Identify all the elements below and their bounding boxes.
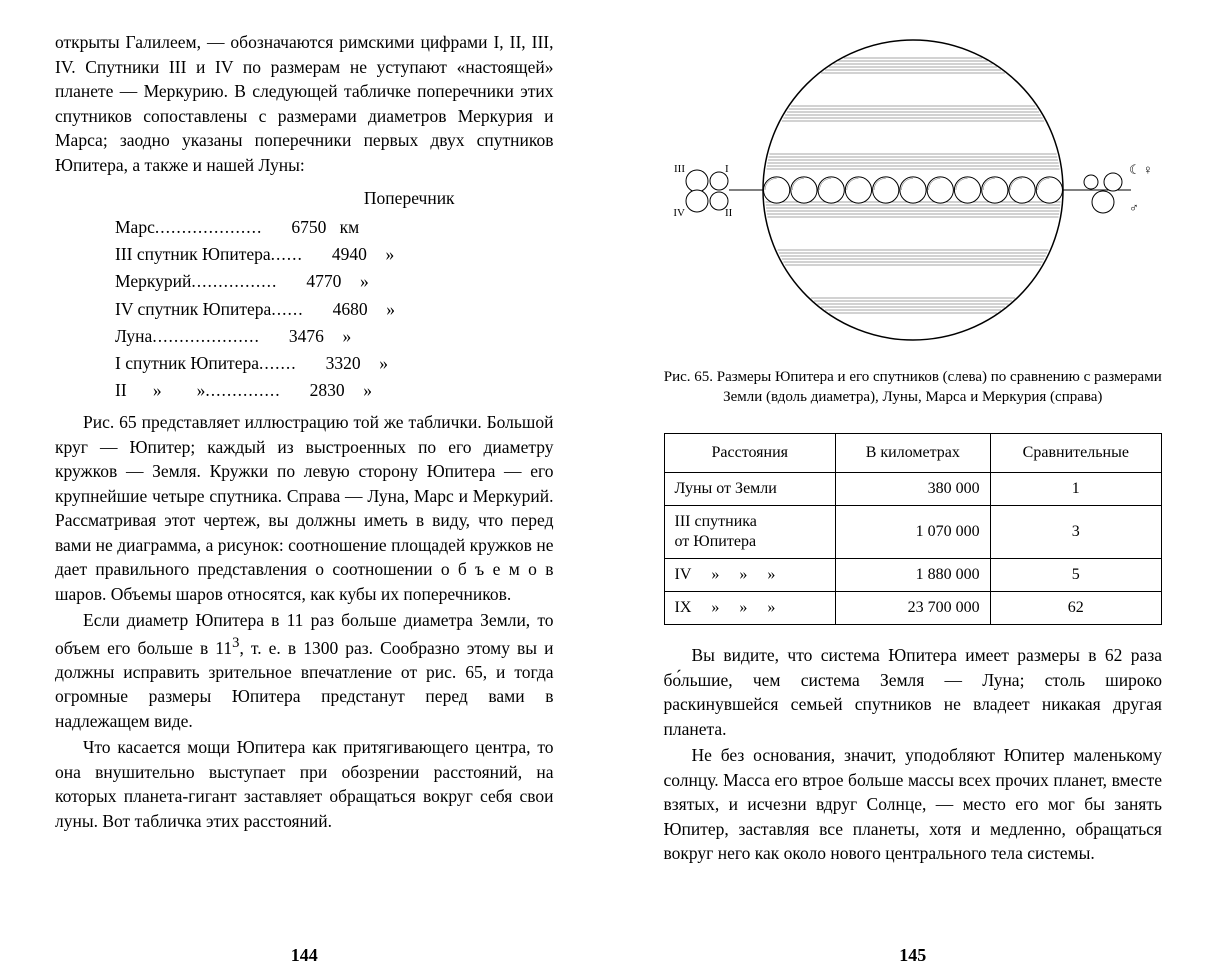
diameter-value: 6750 bbox=[262, 214, 326, 241]
leader-dots: .................... bbox=[155, 214, 263, 241]
svg-text:♀: ♀ bbox=[1143, 162, 1153, 177]
diameter-unit: » bbox=[367, 241, 413, 268]
distance-label: III спутникаот Юпитера bbox=[664, 506, 836, 559]
para-2: Рис. 65 представляет иллюстрацию той же … bbox=[55, 410, 554, 606]
distance-compare: 5 bbox=[990, 559, 1161, 592]
diameter-unit: » bbox=[368, 296, 414, 323]
diameter-row: Меркурий ................ 4770» bbox=[115, 268, 554, 295]
distance-compare: 62 bbox=[990, 592, 1161, 625]
diameter-row: III спутник Юпитера ...... 4940» bbox=[115, 241, 554, 268]
svg-text:IV: IV bbox=[673, 207, 685, 219]
diameter-row: Луна .................... 3476» bbox=[115, 323, 554, 350]
diameter-label: II » » bbox=[115, 377, 205, 404]
leader-dots: .................... bbox=[152, 323, 260, 350]
diameter-label: Меркурий bbox=[115, 268, 191, 295]
distance-km: 380 000 bbox=[836, 473, 991, 506]
diameter-unit: » bbox=[361, 350, 407, 377]
leader-dots: ...... bbox=[271, 241, 303, 268]
para-1: открыты Галилеем, — обозначаются римским… bbox=[55, 30, 554, 177]
diameter-row: IV спутник Юпитера ...... 4680» bbox=[115, 296, 554, 323]
diameter-row: II » » .............. 2830» bbox=[115, 377, 554, 404]
figure-caption: Рис. 65. Размеры Юпитера и его спутников… bbox=[664, 368, 1163, 407]
leader-dots: ................ bbox=[191, 268, 277, 295]
svg-text:III: III bbox=[674, 163, 685, 175]
diameter-header: Поперечник bbox=[265, 185, 554, 212]
diameter-row: Марс .................... 6750км bbox=[115, 214, 554, 241]
para-r1: Вы видите, что система Юпитера имеет раз… bbox=[664, 643, 1163, 741]
diameter-row: I спутник Юпитера ....... 3320» bbox=[115, 350, 554, 377]
svg-text:♂: ♂ bbox=[1129, 200, 1139, 215]
svg-text:☾: ☾ bbox=[1129, 162, 1141, 177]
para-r2: Не без основания, значит, уподобляют Юпи… bbox=[664, 743, 1163, 866]
table-header: Расстояния bbox=[664, 434, 836, 473]
table-row: IX » » »23 700 00062 bbox=[664, 592, 1162, 625]
distance-label: IV » » » bbox=[664, 559, 836, 592]
diameter-value: 3476 bbox=[260, 323, 324, 350]
table-row: IV » » »1 880 0005 bbox=[664, 559, 1162, 592]
diameter-label: III спутник Юпитера bbox=[115, 241, 271, 268]
leader-dots: ....... bbox=[259, 350, 297, 377]
distance-compare: 3 bbox=[990, 506, 1161, 559]
distance-km: 1 880 000 bbox=[836, 559, 991, 592]
distance-km: 23 700 000 bbox=[836, 592, 991, 625]
svg-text:I: I bbox=[725, 163, 729, 175]
table-row: III спутникаот Юпитера1 070 0003 bbox=[664, 506, 1162, 559]
figure-65: IIIIIVII☾♀♂ Рис. 65. Размеры Юпитера и е… bbox=[664, 30, 1163, 409]
page-spread: открыты Галилеем, — обозначаются римским… bbox=[0, 0, 1217, 980]
distance-label: Луны от Земли bbox=[664, 473, 836, 506]
diameter-value: 4680 bbox=[304, 296, 368, 323]
diameter-table: Поперечник Марс .................... 675… bbox=[115, 185, 554, 404]
table-row: Луны от Земли380 0001 bbox=[664, 473, 1162, 506]
table-header: Сравнительные bbox=[990, 434, 1161, 473]
page-left: открыты Галилеем, — обозначаются римским… bbox=[0, 0, 609, 980]
diameter-label: Луна bbox=[115, 323, 152, 350]
leader-dots: .............. bbox=[205, 377, 280, 404]
leader-dots: ...... bbox=[271, 296, 303, 323]
diameter-label: I спутник Юпитера bbox=[115, 350, 259, 377]
page-number-right: 145 bbox=[609, 945, 1217, 966]
diameter-value: 2830 bbox=[281, 377, 345, 404]
diameter-value: 4770 bbox=[277, 268, 341, 295]
diameter-unit: » bbox=[345, 377, 391, 404]
jupiter-diagram: IIIIIVII☾♀♂ bbox=[663, 30, 1163, 360]
diameter-value: 3320 bbox=[297, 350, 361, 377]
diameter-unit: » bbox=[341, 268, 387, 295]
page-right: IIIIIVII☾♀♂ Рис. 65. Размеры Юпитера и е… bbox=[609, 0, 1217, 980]
diameter-value: 4940 bbox=[303, 241, 367, 268]
distance-label: IX » » » bbox=[664, 592, 836, 625]
page-number-left: 144 bbox=[0, 945, 609, 966]
distance-km: 1 070 000 bbox=[836, 506, 991, 559]
para-3: Если диаметр Юпитера в 11 раз больше диа… bbox=[55, 608, 554, 733]
diameter-unit: » bbox=[324, 323, 370, 350]
diameter-label: IV спутник Юпитера bbox=[115, 296, 271, 323]
diameter-label: Марс bbox=[115, 214, 155, 241]
distance-table: РасстоянияВ километрахСравнительные Луны… bbox=[664, 433, 1163, 625]
table-header: В километрах bbox=[836, 434, 991, 473]
diameter-unit: км bbox=[326, 214, 372, 241]
para-4: Что касается мощи Юпитера как притягиваю… bbox=[55, 735, 554, 833]
distance-compare: 1 bbox=[990, 473, 1161, 506]
svg-text:II: II bbox=[725, 207, 733, 219]
